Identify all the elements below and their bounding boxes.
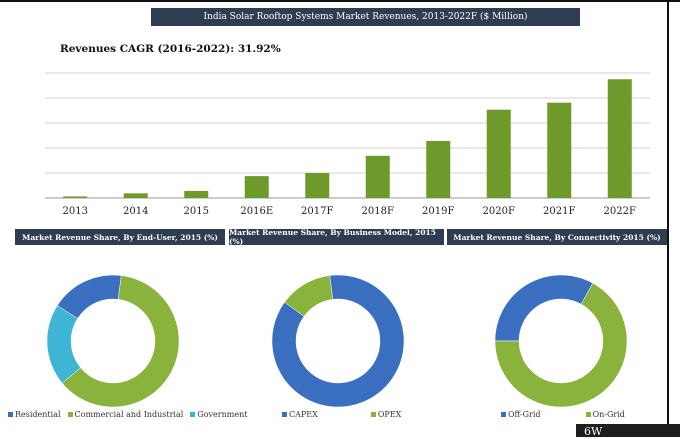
legend-item: Government [190, 410, 247, 419]
legend-swatch [585, 412, 591, 417]
legend-item: CAPEX [282, 410, 318, 419]
bar [426, 140, 451, 198]
legend-swatch [282, 412, 287, 417]
logo: 6W [576, 424, 680, 438]
legend-label-on-grid: On-Grid [592, 410, 625, 419]
legend-end-user: Residential Commercial and Industrial Go… [8, 410, 254, 419]
bar [486, 109, 511, 198]
legend-label-opex: OPEX [377, 410, 402, 419]
legend-item: Off-Grid [501, 410, 541, 419]
x-tick-label: 2013 [63, 206, 88, 217]
donut-end-user [46, 274, 180, 408]
bar [123, 193, 148, 198]
pie-title-connectivity: Market Revenue Share, By Connectivity 20… [453, 232, 661, 242]
legend-label-commercial: Commercial and Industrial [74, 410, 184, 419]
legend-swatch [8, 412, 13, 417]
donut-slice [271, 274, 405, 408]
legend-item: Residential [8, 410, 61, 419]
cagr-label: Revenues CAGR (2016-2022): 31.92% [60, 43, 281, 55]
legend-business-model: CAPEX OPEX [282, 410, 408, 419]
bar [365, 155, 390, 198]
top-frame-line [0, 0, 680, 2]
legend-label-capex: CAPEX [289, 410, 318, 419]
x-tick-label: 2021F [543, 206, 575, 217]
donut-slice [46, 305, 81, 384]
bar [305, 173, 330, 198]
x-tick-label: 2018F [362, 206, 394, 217]
bar-chart: 2013 2014 2015 2016E 2017F 2018F 2019F 2020F 202… [45, 72, 650, 217]
legend-swatch [67, 412, 73, 417]
x-tick-label: 2019F [422, 206, 454, 217]
legend-item: On-Grid [585, 410, 625, 419]
legend-label-off-grid: Off-Grid [508, 410, 541, 419]
legend-swatch [501, 412, 506, 417]
x-tick-label: 2017F [301, 206, 333, 217]
donut-slice [494, 282, 628, 408]
chart-title-bar: India Solar Rooftop Systems Market Reven… [151, 8, 580, 26]
legend-swatch [370, 412, 376, 417]
donut-connectivity [494, 274, 628, 408]
pie-title-business-model: Market Revenue Share, By Business Model,… [229, 228, 436, 246]
pie-title-bar-connectivity: Market Revenue Share, By Connectivity 20… [447, 229, 667, 245]
pie-title-bar-end-user: Market Revenue Share, By End-User, 2015 … [15, 229, 225, 245]
bar [607, 79, 632, 198]
x-tick-label: 2016E [240, 206, 273, 217]
legend-item: Commercial and Industrial [67, 410, 184, 419]
donut-business-model [271, 274, 405, 408]
x-tick-label: 2020F [483, 206, 515, 217]
bar [547, 102, 572, 198]
bar [63, 196, 88, 198]
logo-text: 6W [584, 425, 603, 438]
x-tick-label: 2014 [123, 206, 148, 217]
legend-label-residential: Residential [15, 410, 61, 419]
pie-title-end-user: Market Revenue Share, By End-User, 2015 … [22, 232, 218, 242]
legend-label-government: Government [197, 410, 248, 419]
x-tick-label: 2022F [604, 206, 636, 217]
right-frame-line [667, 0, 669, 424]
pie-title-bar-business-model: Market Revenue Share, By Business Model,… [229, 228, 444, 246]
bar [244, 176, 269, 198]
chart-title: India Solar Rooftop Systems Market Reven… [203, 12, 528, 22]
legend-swatch [190, 412, 196, 417]
donut-slice [494, 274, 594, 342]
legend-item: OPEX [370, 410, 402, 419]
x-tick-label: 2015 [184, 206, 209, 217]
donut-slice [284, 275, 334, 317]
bar [184, 190, 209, 198]
legend-connectivity: Off-Grid On-Grid [501, 410, 632, 419]
donut-slice [61, 275, 180, 408]
